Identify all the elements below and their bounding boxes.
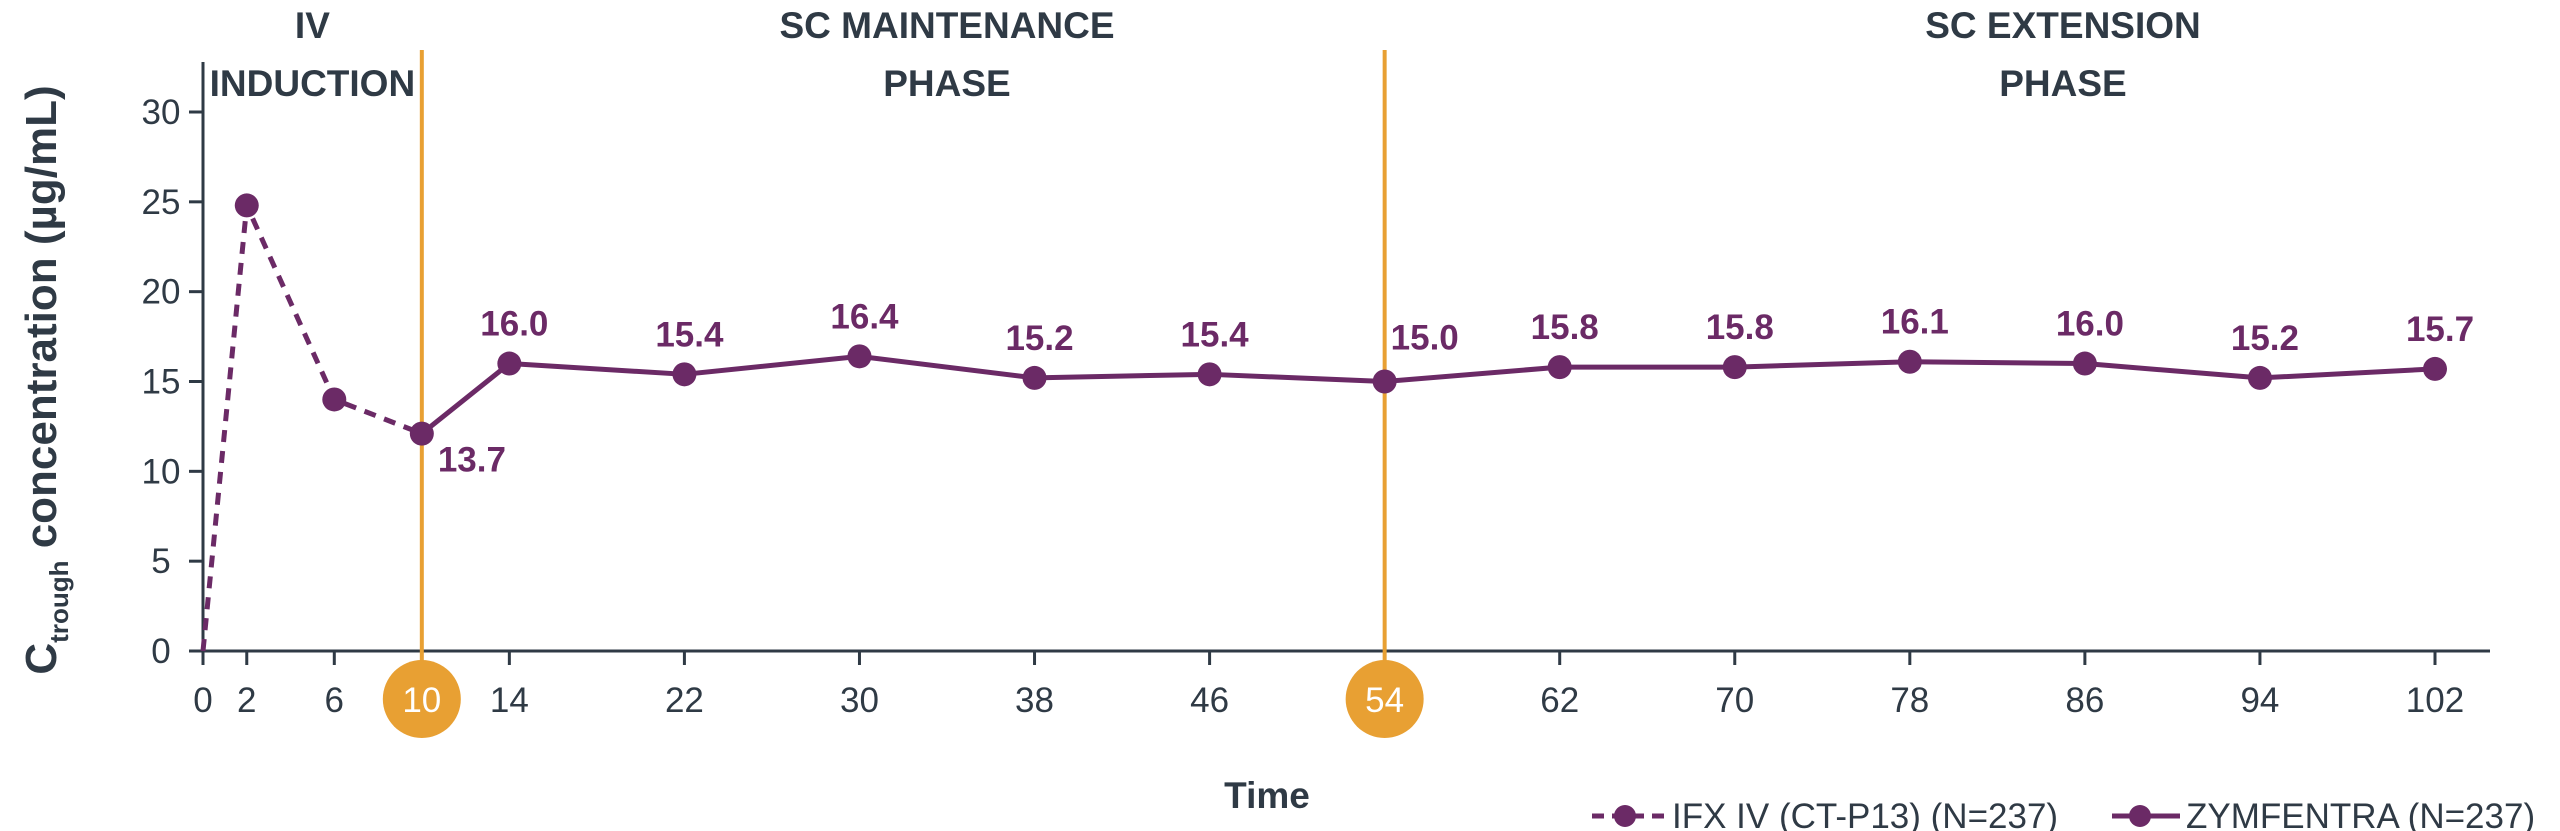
y-tick-label-25: 25: [142, 183, 181, 222]
y-axis-label-subscript: trough: [44, 561, 74, 643]
y-tick-label-30: 30: [142, 93, 181, 132]
x-tick-label-46: 46: [1190, 681, 1229, 720]
phase-header-1-line-1: IV: [295, 5, 330, 46]
data-label-x38: 15.2: [1005, 319, 1073, 358]
data-label-x14: 16.0: [480, 305, 548, 344]
legend-item-ifx-iv: IFX IV (CT-P13) (N=237): [1592, 797, 2058, 831]
data-point-s1-x2: [234, 193, 259, 218]
data-point-s2-x102: [2423, 356, 2447, 381]
data-label-x62: 15.8: [1531, 308, 1599, 347]
phase-header-3-line-2: PHASE: [1999, 63, 2126, 104]
legend-item-zymfentra: ZYMFENTRA (N=237): [2112, 797, 2535, 831]
data-point-s2-x46: [1197, 362, 1222, 387]
x-tick-label-94: 94: [2240, 681, 2279, 720]
data-label-x46: 15.4: [1181, 315, 1250, 354]
data-label-x102: 15.7: [2406, 310, 2474, 349]
phase-header-3-line-1: SC EXTENSION: [1925, 5, 2201, 46]
x-tick-label-54: 54: [1365, 681, 1404, 720]
data-point-s2-x62: [1547, 355, 1572, 380]
x-tick-label-38: 38: [1015, 681, 1054, 720]
x-tick-label-102: 102: [2406, 681, 2464, 720]
x-tick-label-22: 22: [665, 681, 704, 720]
x-tick-label-70: 70: [1715, 681, 1754, 720]
x-tick-label-86: 86: [2065, 681, 2104, 720]
phase-header-2-line-2: PHASE: [883, 63, 1010, 104]
y-axis-label-main: C: [17, 643, 66, 675]
series-line-1: [200, 202, 423, 652]
y-axis-label-rest: concentration (µg/mL): [17, 85, 66, 560]
legend-label-ifx-iv: IFX IV (CT-P13) (N=237): [1672, 797, 2058, 831]
series-line-2: [420, 353, 2436, 436]
data-point-s2-x30: [847, 344, 872, 369]
week-54-marker-circle: [1345, 660, 1424, 738]
data-label-x70: 15.8: [1706, 308, 1774, 347]
y-tick-label-15: 15: [142, 363, 181, 402]
x-tick-label-62: 62: [1540, 681, 1579, 720]
legend-label-zymfentra: ZYMFENTRA (N=237): [2186, 797, 2535, 831]
data-label-x86: 16.0: [2056, 305, 2124, 344]
x-tick-label-30: 30: [840, 681, 879, 720]
data-point-s2-x10: [409, 421, 434, 446]
legend-marker-solid: [2129, 805, 2151, 827]
data-point-s2-x70: [1722, 355, 1747, 380]
data-point-s2-x14: [497, 351, 522, 376]
x-tick-label-2: 2: [237, 681, 256, 720]
data-point-s2-x38: [1022, 365, 1047, 390]
data-label-x10: 13.7: [438, 441, 506, 480]
y-tick-label-20: 20: [142, 273, 181, 312]
x-tick-label-10: 10: [402, 681, 441, 720]
y-axis-label: Ctrough concentration (µg/mL): [17, 85, 74, 674]
x-axis-label: Time: [1224, 775, 1310, 816]
data-point-s1-x6: [322, 387, 347, 412]
data-label-x30: 16.4: [830, 297, 899, 336]
phase-header-1-line-2: INDUCTION: [210, 63, 416, 104]
data-point-s2-x94: [2247, 365, 2272, 390]
phase-header-2-line-1: SC MAINTENANCE: [779, 5, 1114, 46]
data-label-x54: 15.0: [1391, 319, 1459, 358]
data-point-s2-x22: [672, 362, 697, 387]
x-tick-label-78: 78: [1890, 681, 1929, 720]
y-tick-label-10: 10: [142, 452, 181, 491]
data-point-s2-x86: [2072, 351, 2097, 376]
data-label-x22: 15.4: [655, 315, 724, 354]
x-tick-label-6: 6: [325, 681, 344, 720]
x-tick-label-14: 14: [490, 681, 529, 720]
data-label-x78: 16.1: [1881, 303, 1949, 342]
y-tick-label-5: 5: [151, 542, 170, 581]
legend-marker-dashed: [1614, 805, 1636, 827]
data-label-x94: 15.2: [2231, 319, 2299, 358]
data-point-s2-x54: [1372, 369, 1397, 394]
data-point-s2-x78: [1897, 349, 1922, 374]
week-10-marker-circle: [382, 660, 461, 738]
x-tick-label-0: 0: [193, 681, 212, 720]
y-tick-label-0: 0: [151, 632, 170, 671]
